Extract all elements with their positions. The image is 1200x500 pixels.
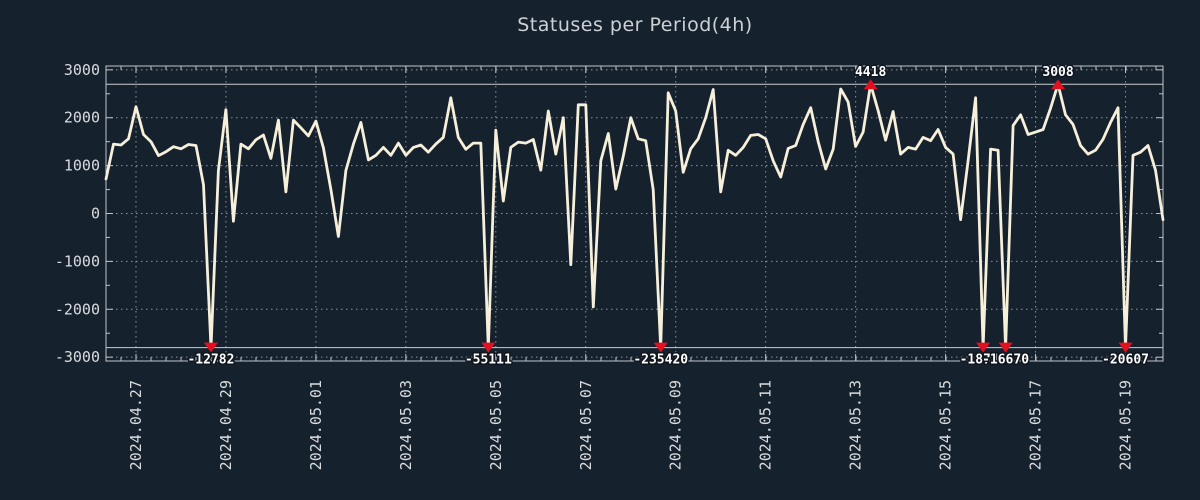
extreme-low-marker	[203, 342, 218, 353]
extreme-low-value-label: -20607	[1102, 353, 1149, 368]
extreme-high-value-label: 4418	[855, 65, 886, 80]
x-axis-tick-label: 2024.05.05	[487, 380, 505, 470]
y-axis-tick-label: 2000	[64, 109, 100, 127]
extreme-low-value-label: -55111	[465, 353, 512, 368]
x-axis-tick-label: 2024.05.13	[847, 380, 865, 470]
y-axis-tick-label: -1000	[55, 252, 100, 270]
x-axis-tick-label: 2024.05.19	[1117, 380, 1135, 470]
y-axis-tick-label: -3000	[55, 348, 100, 366]
x-axis-tick-label: 2024.05.03	[397, 380, 415, 470]
extreme-high-marker	[1051, 79, 1066, 90]
extreme-low-marker	[1118, 342, 1133, 353]
extreme-low-value-label: -12782	[187, 353, 234, 368]
extreme-low-marker	[976, 342, 991, 353]
extreme-low-value-label: -235420	[633, 353, 688, 368]
statuses-series-line	[104, 82, 1165, 350]
extreme-low-value-label: -18748	[960, 353, 1007, 368]
y-axis-tick-label: 0	[91, 205, 100, 223]
x-axis-tick-label: 2024.05.15	[937, 380, 955, 470]
y-axis-tick-label: 1000	[64, 157, 100, 175]
extreme-high-marker	[863, 79, 878, 90]
y-axis-tick-label: -2000	[55, 300, 100, 318]
extreme-low-value-label: -16670	[982, 353, 1029, 368]
x-axis-tick-label: 2024.04.27	[127, 380, 145, 470]
x-axis-tick-label: 2024.05.17	[1027, 380, 1045, 470]
extreme-low-marker	[481, 342, 496, 353]
chart-title: Statuses per Period(4h)	[517, 14, 753, 36]
x-axis-tick-label: 2024.05.09	[667, 380, 685, 470]
extreme-low-marker	[653, 342, 668, 353]
extreme-low-marker	[998, 342, 1013, 353]
x-axis-tick-label: 2024.05.07	[577, 380, 595, 470]
x-axis-tick-label: 2024.04.29	[217, 380, 235, 470]
x-axis-tick-label: 2024.05.11	[757, 380, 775, 470]
extreme-high-value-label: 3008	[1042, 65, 1073, 80]
y-axis-tick-label: 3000	[64, 61, 100, 79]
x-axis-tick-label: 2024.05.01	[307, 380, 325, 470]
